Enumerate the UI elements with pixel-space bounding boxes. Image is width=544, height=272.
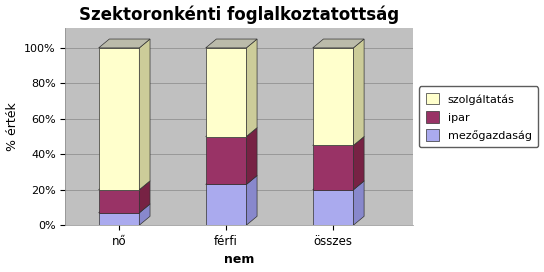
Polygon shape xyxy=(206,39,257,48)
Title: Szektoronkénti foglalkoztatottság: Szektoronkénti foglalkoztatottság xyxy=(79,5,399,24)
Polygon shape xyxy=(313,190,354,225)
Polygon shape xyxy=(313,137,364,146)
Polygon shape xyxy=(139,181,150,213)
Polygon shape xyxy=(354,39,364,146)
Polygon shape xyxy=(206,48,246,137)
Polygon shape xyxy=(98,204,150,213)
Polygon shape xyxy=(313,39,364,48)
Polygon shape xyxy=(313,146,354,190)
Polygon shape xyxy=(98,48,139,190)
Polygon shape xyxy=(98,181,150,190)
Polygon shape xyxy=(313,181,364,190)
Polygon shape xyxy=(206,184,246,225)
Polygon shape xyxy=(354,137,364,190)
Polygon shape xyxy=(206,128,257,137)
Polygon shape xyxy=(139,204,150,225)
Polygon shape xyxy=(98,213,139,225)
Polygon shape xyxy=(354,181,364,225)
Polygon shape xyxy=(206,137,246,184)
Polygon shape xyxy=(98,190,139,213)
Polygon shape xyxy=(246,128,257,184)
Legend: szolgáltatás, ipar, mezőgazdaság: szolgáltatás, ipar, mezőgazdaság xyxy=(419,86,539,147)
Polygon shape xyxy=(313,48,354,146)
Polygon shape xyxy=(246,39,257,137)
Polygon shape xyxy=(139,39,150,190)
Y-axis label: % érték: % érték xyxy=(5,102,18,151)
X-axis label: nem: nem xyxy=(224,254,255,267)
Polygon shape xyxy=(246,175,257,225)
Polygon shape xyxy=(206,175,257,184)
Polygon shape xyxy=(98,39,150,48)
